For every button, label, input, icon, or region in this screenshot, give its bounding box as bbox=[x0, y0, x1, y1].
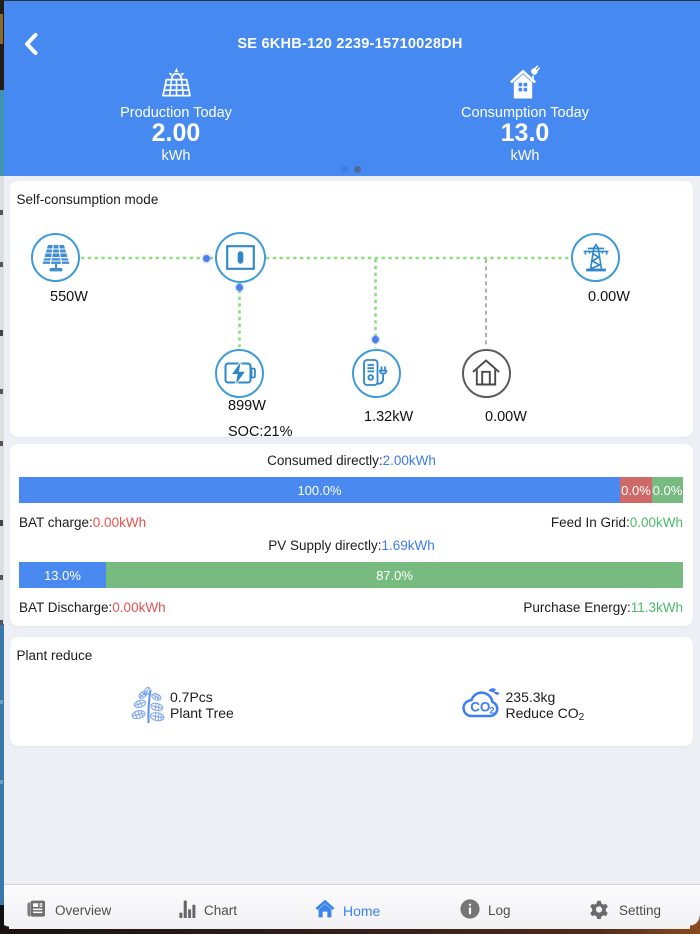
svg-text:2: 2 bbox=[490, 706, 495, 716]
svg-text:CO: CO bbox=[470, 700, 490, 715]
